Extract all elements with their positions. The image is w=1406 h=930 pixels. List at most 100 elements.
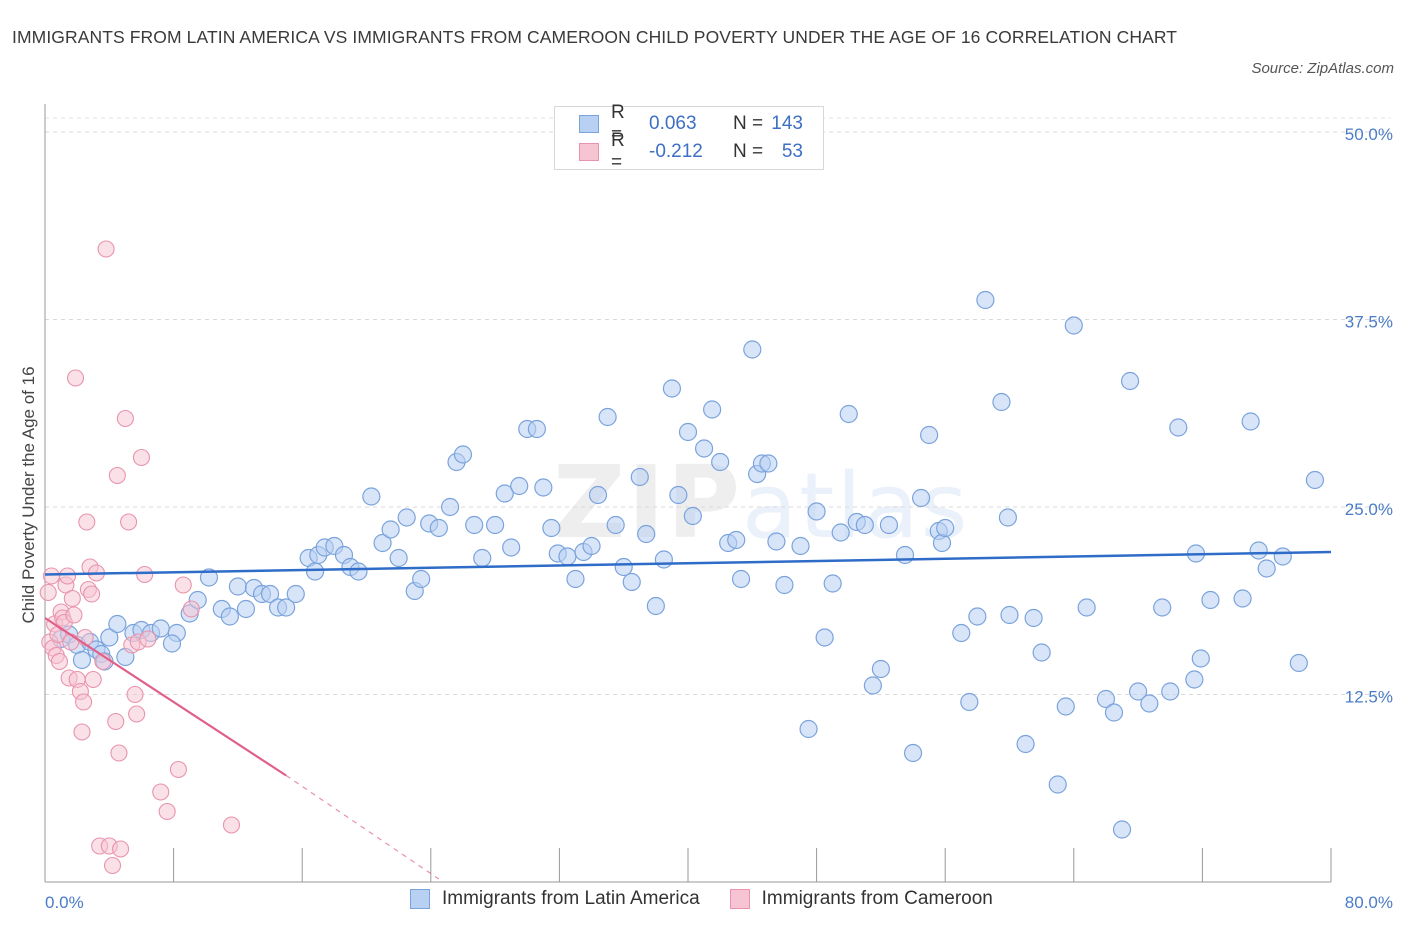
data-point-latin-america [932,533,952,553]
data-point-latin-america [1305,470,1325,490]
data-point-latin-america [1077,598,1096,617]
data-point-latin-america [1233,589,1252,608]
data-point-latin-america [72,650,92,670]
data-point-cameroon [75,693,93,711]
data-point-latin-america [731,569,751,589]
data-point-latin-america [791,536,810,556]
data-point-latin-america [903,743,923,763]
data-point-latin-america [694,439,714,458]
data-point-latin-america [527,419,546,439]
data-point-cameroon [120,513,138,531]
data-point-latin-america [1016,734,1035,754]
data-point-latin-america [669,485,688,505]
data-point-latin-america [678,422,698,442]
correlation-legend: R = 0.063 N = 143 R = -0.212 N = 53 [554,102,824,173]
data-point-latin-america [1257,559,1276,578]
data-point-latin-america [1112,820,1132,839]
legend-label-cameroon: Immigrants from Cameroon [761,888,993,909]
y-tick-label: 50.0% [1345,125,1393,144]
data-point-cameroon [136,565,154,584]
data-point-latin-america [879,515,899,535]
trend-line-cameroon-extrapolated [285,775,440,880]
data-point-latin-america [1185,670,1204,689]
legend-n-value: 143 [771,113,803,134]
legend-label-latin-america: Immigrants from Latin America [442,888,700,909]
axes [44,104,1332,883]
source-label: Source: ZipAtlas.com [1251,60,1394,77]
data-point-latin-america [630,467,649,487]
trend-lines [44,550,1332,880]
data-point-latin-america [1273,547,1292,566]
data-point-latin-america [220,607,239,626]
data-point-cameroon [62,633,80,651]
data-point-latin-america [654,550,673,569]
data-point-cameroon [84,670,102,689]
data-point-latin-america [199,568,219,587]
data-point-cameroon [83,585,101,603]
data-point-latin-america [960,692,979,712]
data-point-cameroon [103,856,122,875]
data-point-latin-america [839,404,858,424]
data-point-latin-america [100,628,119,647]
data-point-latin-america [683,506,702,526]
data-point-latin-america [440,497,460,517]
data-point-cameroon [73,723,91,741]
data-point-latin-america [1201,590,1220,610]
data-point-latin-america [1000,605,1019,625]
data-point-latin-america [1064,316,1083,335]
data-point-latin-america [998,508,1017,527]
data-point-latin-america [1096,689,1116,709]
legend-swatch-blue [410,889,430,909]
data-point-latin-america [637,524,656,544]
data-point-cameroon [110,744,128,762]
data-point-latin-america [495,484,514,503]
data-point-latin-america [1191,649,1210,668]
data-point-latin-america [1024,608,1043,628]
data-point-latin-america [646,596,665,616]
data-point-latin-america [895,545,915,565]
data-point-latin-america [767,532,786,551]
data-point-latin-america [1056,697,1075,716]
data-point-latin-america [429,518,448,538]
data-point-latin-america [453,445,473,464]
data-point-cameroon [169,760,187,779]
data-point-cameroon [66,369,85,387]
data-point-latin-america [1241,412,1260,431]
legend-item-latin-america: Immigrants from Latin America [410,888,700,910]
data-point-latin-america [727,530,746,550]
data-point-latin-america [286,584,305,604]
data-point-latin-america [1048,775,1067,794]
y-axis-label: Child Poverty Under the Age of 16 [19,366,38,623]
data-point-latin-america [1153,598,1172,617]
data-point-cameroon [58,567,77,585]
data-point-latin-america [815,628,834,647]
data-point-cameroon [65,606,83,624]
data-point-cameroon [78,513,96,531]
data-point-latin-america [397,508,416,527]
legend-n-label: N = [733,141,764,162]
x-tick-label: 80.0% [1345,893,1393,912]
data-point-latin-america [759,454,778,473]
data-point-cameroon [63,589,81,608]
data-point-cameroon [128,705,146,723]
data-point-cameroon [126,685,144,704]
data-point-latin-america [108,614,127,634]
data-point-latin-america [558,547,577,566]
data-point-latin-america [775,575,794,595]
data-point-latin-america [277,598,296,617]
data-point-latin-america [1161,682,1180,701]
legend-n-value: 53 [781,141,803,162]
data-point-cameroon [132,448,150,467]
data-point-cameroon [50,652,69,671]
data-point-latin-america [1032,643,1051,662]
trend-line-latin-america [44,550,1332,576]
data-point-latin-america [863,676,882,695]
data-point-cameroon [107,712,125,731]
legend-item-cameroon: Immigrants from Cameroon [729,888,993,910]
data-point-cameroon [139,630,157,648]
data-point-cameroon [174,576,192,594]
data-point-cameroon [42,567,60,585]
data-point-latin-america [1140,694,1159,713]
data-point-latin-america [598,407,617,427]
data-point-latin-america [260,584,280,604]
